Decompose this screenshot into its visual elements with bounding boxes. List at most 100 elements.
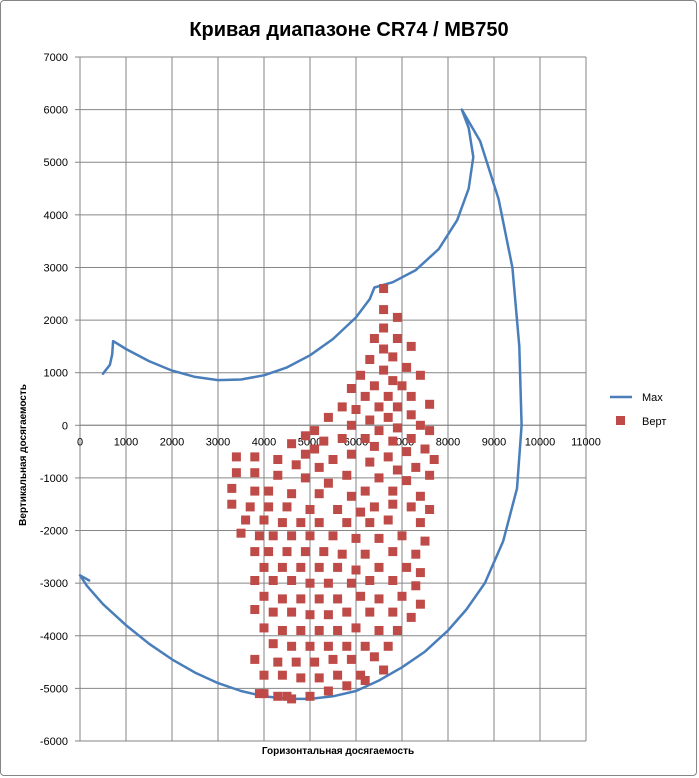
series-vert-point bbox=[402, 362, 412, 372]
series-vert-point bbox=[415, 491, 425, 501]
legend-max-label: Max bbox=[642, 392, 663, 404]
series-vert-point bbox=[388, 547, 398, 557]
series-vert-point bbox=[250, 605, 260, 614]
series-vert-point bbox=[392, 334, 402, 343]
series-vert-point bbox=[383, 641, 393, 651]
series-vert-point bbox=[415, 599, 425, 609]
y-tick-labels: 7000 6000 5000 4000 3000 2000 1000 0 -1000 -2000 -… bbox=[40, 52, 68, 748]
series-vert-point bbox=[259, 623, 269, 633]
series-vert-point bbox=[383, 452, 393, 462]
series-vert-point bbox=[264, 502, 274, 512]
series-vert-point bbox=[388, 576, 398, 585]
series-vert-point bbox=[342, 681, 352, 691]
y-tick-label: 0 bbox=[62, 420, 68, 432]
x-tick-label: 4000 bbox=[252, 436, 276, 448]
series-vert-point bbox=[287, 607, 297, 617]
series-vert-point bbox=[374, 426, 384, 436]
series-vert-point bbox=[250, 547, 260, 557]
series-vert-point bbox=[296, 518, 306, 528]
series-vert-point bbox=[287, 439, 297, 449]
series-vert-point bbox=[346, 449, 356, 459]
series-vert-point bbox=[314, 594, 324, 604]
series-vert-point bbox=[369, 441, 379, 451]
series-vert-point bbox=[415, 518, 425, 528]
series-vert-point bbox=[411, 549, 421, 559]
series-vert-point bbox=[337, 402, 347, 412]
series-vert-point bbox=[406, 612, 416, 622]
series-vert-point bbox=[415, 420, 425, 430]
series-vert-point bbox=[392, 312, 402, 322]
series-vert-point bbox=[388, 486, 398, 496]
series-vert-point bbox=[337, 549, 347, 559]
series-vert-point bbox=[328, 531, 338, 541]
series-vert-point bbox=[314, 518, 324, 528]
series-vert-point bbox=[259, 591, 269, 601]
series-vert-point bbox=[388, 436, 398, 446]
series-vert-point bbox=[333, 594, 343, 604]
y-tick-label: -4000 bbox=[40, 631, 68, 643]
series-vert-point bbox=[231, 452, 241, 462]
y-tick-label: 7000 bbox=[44, 52, 68, 64]
series-vert-point bbox=[365, 576, 375, 585]
series-vert-point bbox=[360, 676, 370, 685]
series-vert-point bbox=[388, 376, 398, 386]
series-vert-point bbox=[402, 447, 412, 457]
axes bbox=[75, 56, 587, 742]
series-vert-point bbox=[369, 381, 379, 391]
series-vert-point bbox=[310, 657, 320, 667]
series-vert-point bbox=[319, 436, 329, 446]
legend-vert-swatch bbox=[616, 416, 625, 425]
series-vert-point bbox=[264, 486, 274, 496]
series-vert-point bbox=[360, 549, 370, 559]
series-vert-point bbox=[360, 641, 370, 651]
x-tick-label: 3000 bbox=[206, 436, 230, 448]
y-tick-label: -2000 bbox=[40, 526, 68, 538]
series-vert-point bbox=[388, 607, 398, 617]
x-tick-label: 9000 bbox=[482, 436, 506, 448]
series-vert-point bbox=[310, 426, 320, 436]
series-vert-point bbox=[379, 284, 389, 293]
series-vert-point bbox=[406, 410, 416, 420]
x-axis-label: Горизонтальная досягаемость bbox=[262, 746, 414, 757]
series-vert-point bbox=[388, 499, 398, 509]
x-tick-label: 8000 bbox=[436, 436, 460, 448]
series-vert-point bbox=[392, 402, 402, 412]
series-vert-point bbox=[273, 657, 283, 667]
legend-vert-label: Верт bbox=[642, 416, 666, 428]
chart-title: Кривая диапазоне CR74 / MB750 bbox=[189, 19, 508, 41]
series-vert-point bbox=[268, 639, 278, 649]
series-vert-point bbox=[346, 491, 356, 501]
series-vert-point bbox=[379, 365, 389, 375]
series-vert-point bbox=[323, 641, 333, 651]
series-vert-point bbox=[365, 457, 375, 467]
y-tick-label: 6000 bbox=[44, 105, 68, 117]
y-tick-label: -5000 bbox=[40, 683, 68, 695]
series-vert-point bbox=[259, 562, 269, 572]
series-vert-point bbox=[333, 670, 343, 680]
series-vert-point bbox=[392, 465, 402, 475]
series-vert-point bbox=[342, 518, 352, 528]
series-vert-point bbox=[300, 473, 310, 483]
legend: Max Верт bbox=[610, 392, 666, 428]
grid bbox=[79, 56, 587, 742]
series-vert-point bbox=[333, 562, 343, 572]
series-vert-point bbox=[383, 412, 393, 422]
series-vert-point bbox=[319, 547, 329, 557]
series-vert-point bbox=[254, 531, 264, 541]
series-vert-point bbox=[305, 641, 315, 651]
series-vert-point bbox=[374, 594, 384, 604]
series-vert-point bbox=[277, 594, 287, 604]
series-vert-point bbox=[328, 455, 338, 464]
series-vert-point bbox=[310, 444, 320, 454]
series-vert-point bbox=[369, 502, 379, 512]
series-vert-point bbox=[402, 562, 412, 572]
series-vert-point bbox=[397, 531, 407, 541]
series-vert-point bbox=[273, 691, 283, 701]
x-tick-label: 11000 bbox=[571, 436, 601, 448]
series-vert-point bbox=[379, 344, 389, 354]
series-vert-point bbox=[415, 370, 425, 380]
series-vert-point bbox=[406, 391, 416, 401]
series-vert-point bbox=[360, 434, 370, 443]
series-vert-point bbox=[305, 691, 315, 701]
series-vert-point bbox=[323, 412, 333, 422]
